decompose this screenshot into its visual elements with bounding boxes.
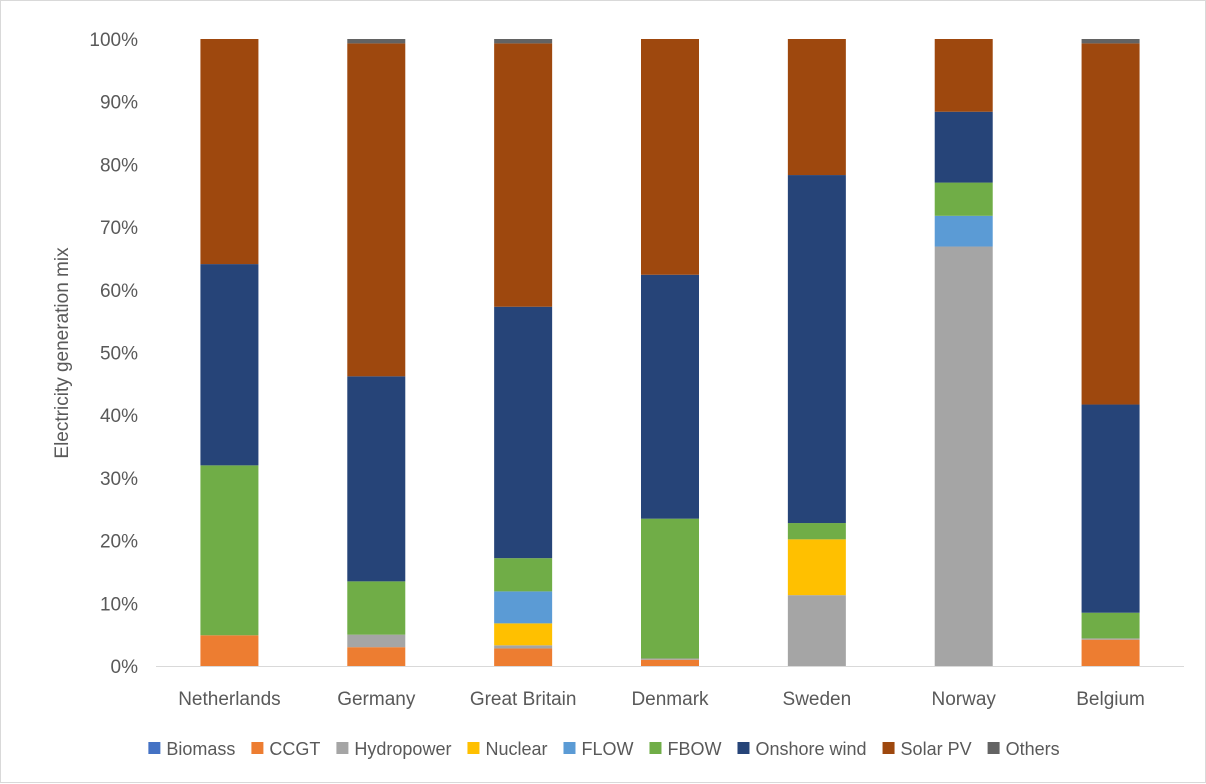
y-tick-label: 20% xyxy=(100,532,138,553)
bar-segment-others xyxy=(347,39,406,44)
y-tick-label: 40% xyxy=(100,406,138,427)
y-tick-label: 10% xyxy=(100,594,138,615)
y-tick-label: 100% xyxy=(89,30,138,51)
legend-label: Solar PV xyxy=(901,739,972,759)
bar-segment-onshore-wind xyxy=(347,376,406,582)
bar-segment-solar-pv xyxy=(347,43,406,377)
legend-label: CCGT xyxy=(269,739,320,759)
legend-swatch xyxy=(882,742,895,754)
legend-label: Nuclear xyxy=(485,739,547,759)
y-tick-label: 80% xyxy=(100,155,138,176)
bar-segment-solar-pv xyxy=(787,39,846,176)
legend-label: Others xyxy=(1006,739,1060,759)
legend-swatch xyxy=(336,742,349,754)
bar-segment-hydropower xyxy=(934,246,993,667)
bar-segment-fbow xyxy=(1081,612,1140,639)
bar-segment-onshore-wind xyxy=(200,264,259,466)
y-tick-label: 70% xyxy=(100,218,138,239)
legend-item: Nuclear xyxy=(467,739,547,759)
x-category-label: Belgium xyxy=(1076,689,1145,710)
bar-segment-hydropower xyxy=(641,658,699,660)
y-tick-label: 50% xyxy=(100,344,138,365)
bar-segment-nuclear xyxy=(494,623,553,646)
legend-item: Biomass xyxy=(148,739,235,759)
bar-segment-onshore-wind xyxy=(934,111,993,183)
bar-segment-ccgt xyxy=(347,647,406,666)
x-category-label: Sweden xyxy=(783,689,852,710)
bar-segment-hydropower xyxy=(494,645,553,649)
legend: Biomass CCGT Hydropower Nuclear FLOW FBOW Onsh… xyxy=(148,739,1060,759)
bar-segment-solar-pv xyxy=(200,39,259,265)
x-category-label: Great Britain xyxy=(470,689,577,710)
y-tick-label: 0% xyxy=(111,657,139,678)
bar-segment-hydropower xyxy=(1081,638,1140,640)
y-tick-label: 30% xyxy=(100,469,138,490)
y-axis-label-group: Electricity generation mix xyxy=(52,247,73,459)
x-category-label: Germany xyxy=(337,689,416,710)
legend-swatch xyxy=(467,742,480,754)
y-axis-label: Electricity generation mix xyxy=(52,247,73,459)
legend-swatch xyxy=(649,742,662,754)
legend-swatch xyxy=(737,742,750,754)
legend-item: Solar PV xyxy=(882,739,972,759)
legend-label: Onshore wind xyxy=(755,739,866,759)
legend-swatch xyxy=(251,742,264,754)
bar-segment-onshore-wind xyxy=(1081,404,1140,613)
bar-segment-ccgt xyxy=(1081,639,1140,666)
x-category-label: Norway xyxy=(932,689,997,710)
legend-item: Onshore wind xyxy=(737,739,867,759)
bar-segment-nuclear xyxy=(787,539,846,596)
bar-segment-hydropower xyxy=(347,634,406,648)
bar-segment-ccgt xyxy=(200,635,259,666)
bar-segment-fbow xyxy=(934,182,993,216)
bar-segment-fbow xyxy=(200,465,259,636)
legend-item: FBOW xyxy=(649,739,721,759)
legend-item: Hydropower xyxy=(336,739,451,759)
legend-swatch xyxy=(148,742,161,754)
bar-segment-solar-pv xyxy=(641,39,699,275)
legend-label: FLOW xyxy=(581,739,633,759)
bar-segment-fbow xyxy=(347,581,406,635)
bar-segment-ccgt xyxy=(494,648,553,666)
legend-label: FBOW xyxy=(667,739,721,759)
bar-segment-flow xyxy=(934,215,993,247)
legend-swatch xyxy=(987,742,1000,754)
legend-label: Hydropower xyxy=(354,739,451,759)
bar-segment-hydropower xyxy=(787,595,846,666)
bars xyxy=(200,39,1140,667)
y-tick-label: 60% xyxy=(100,281,138,302)
bar-segment-others xyxy=(1081,39,1140,44)
bar-segment-solar-pv xyxy=(1081,43,1140,405)
bar-segment-fbow xyxy=(494,558,553,592)
bar-segment-solar-pv xyxy=(494,43,553,307)
legend-item: CCGT xyxy=(251,739,320,759)
x-category-label: Denmark xyxy=(631,689,709,710)
bar-segment-flow xyxy=(494,591,553,624)
bar-segment-ccgt xyxy=(641,659,699,666)
legend-item: Others xyxy=(987,739,1060,759)
bar-segment-onshore-wind xyxy=(641,274,699,519)
bar-segment-solar-pv xyxy=(934,39,993,112)
legend-swatch xyxy=(563,742,576,754)
bar-segment-others xyxy=(494,39,553,44)
x-axis-categories: Netherlands Germany Great Britain Denmark Sw… xyxy=(178,689,1145,710)
y-axis-ticks: 0% 10% 20% 30% 40% 50% 60% 70% 80% 90% 100% xyxy=(89,30,138,678)
legend-label: Biomass xyxy=(166,739,235,759)
bar-segment-onshore-wind xyxy=(494,306,553,559)
bar-segment-fbow xyxy=(641,518,699,659)
bar-segment-onshore-wind xyxy=(787,175,846,524)
y-tick-label: 90% xyxy=(100,93,138,114)
x-category-label: Netherlands xyxy=(178,689,280,710)
legend-item: FLOW xyxy=(563,739,633,759)
bar-segment-fbow xyxy=(787,523,846,540)
